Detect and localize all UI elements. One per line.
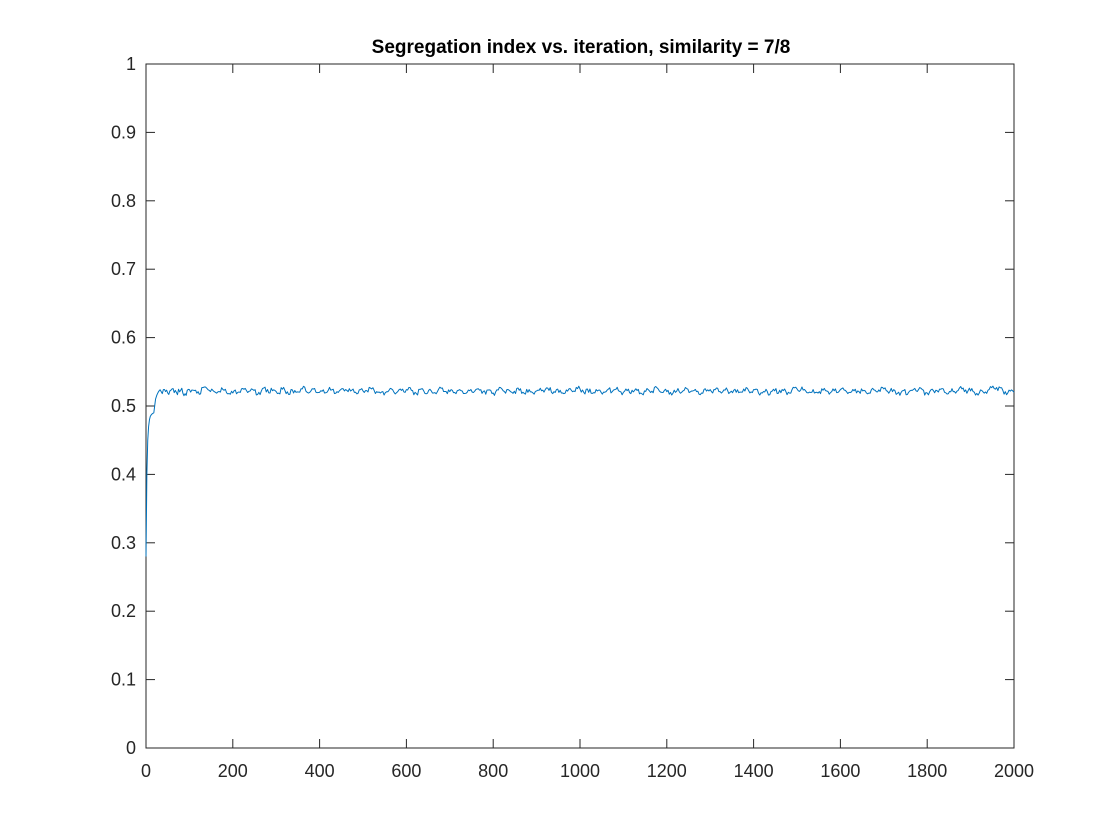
y-tick-label: 0 [126, 738, 136, 758]
x-tick-label: 600 [391, 761, 421, 781]
x-tick-label: 200 [218, 761, 248, 781]
x-tick-label: 0 [141, 761, 151, 781]
x-tick-label: 1800 [907, 761, 947, 781]
y-tick-label: 0.2 [111, 601, 136, 621]
y-tick-label: 0.7 [111, 259, 136, 279]
y-tick-label: 0.3 [111, 533, 136, 553]
y-tick-label: 1 [126, 54, 136, 74]
chart-title: Segregation index vs. iteration, similar… [372, 37, 791, 58]
y-tick-label: 0.1 [111, 670, 136, 690]
x-tick-label: 1000 [560, 761, 600, 781]
x-tick-label: 400 [305, 761, 335, 781]
series-group [145, 385, 1015, 557]
series-line [145, 385, 1015, 557]
y-tick-label: 0.9 [111, 122, 136, 142]
x-tick-label: 1200 [647, 761, 687, 781]
y-tick-label: 0.6 [111, 328, 136, 348]
y-tick-label: 0.8 [111, 191, 136, 211]
x-tick-label: 800 [478, 761, 508, 781]
plot-area-box [145, 63, 1015, 749]
axes: 0 200 400 600 800 1000 1200 1400 1600 1800 2000 0 0.… [111, 54, 1034, 781]
x-tick-label: 2000 [994, 761, 1034, 781]
y-tick-label: 0.5 [111, 396, 136, 416]
x-tick-label: 1600 [820, 761, 860, 781]
y-tick-label: 0.4 [111, 464, 136, 484]
x-tick-label: 1400 [734, 761, 774, 781]
